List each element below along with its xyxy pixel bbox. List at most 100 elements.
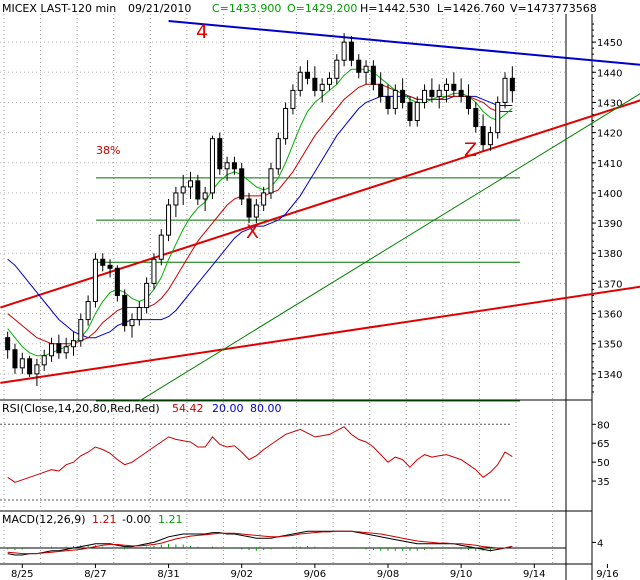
- candle-body: [458, 89, 464, 97]
- candle-body: [473, 107, 479, 128]
- moving-average-green: [7, 68, 513, 357]
- header-volume: V=1473773568: [510, 2, 597, 15]
- candle: [502, 72, 508, 109]
- date-tick-label: 8/25: [11, 569, 33, 580]
- candle: [107, 259, 113, 278]
- price-tick-label: 1380: [597, 249, 622, 260]
- annotation-4: 4: [196, 21, 208, 43]
- candle: [261, 186, 267, 212]
- macd-axis: 4: [592, 538, 603, 549]
- candle: [414, 96, 420, 127]
- candle-body: [334, 59, 340, 79]
- candle-body: [429, 89, 435, 97]
- candle-body: [465, 95, 471, 109]
- macd-hist-value: 1.21: [158, 513, 183, 526]
- price-tick-label: 1450: [597, 38, 622, 49]
- candle-body: [414, 101, 420, 122]
- candle-body: [290, 89, 296, 109]
- fib-38-label: 38%: [96, 144, 120, 157]
- candle: [429, 78, 435, 103]
- candle-body: [400, 89, 406, 103]
- rsi-tick-label: 50: [597, 458, 610, 469]
- candle: [114, 265, 120, 302]
- moving-average-red: [7, 83, 513, 345]
- candle: [217, 132, 223, 175]
- candle-body: [326, 77, 332, 85]
- candle-body: [239, 168, 245, 200]
- candle: [129, 313, 135, 338]
- date-tick-label: 9/16: [596, 569, 618, 580]
- candle-body: [444, 83, 450, 91]
- candle: [487, 126, 493, 151]
- candle: [144, 277, 150, 314]
- candle: [305, 60, 311, 85]
- candle-body: [180, 186, 186, 194]
- candle-body: [188, 180, 194, 188]
- candle-body: [114, 267, 120, 296]
- macd-label: MACD(12,26,9): [2, 513, 86, 526]
- candle-body: [49, 343, 55, 357]
- candle: [473, 102, 479, 133]
- candle: [509, 66, 515, 103]
- candle-body: [12, 349, 18, 369]
- date-tick-label: 9/06: [304, 569, 326, 580]
- candle: [283, 102, 289, 145]
- descending-resistance-line: [168, 20, 640, 66]
- date-tick-label: 9/02: [230, 569, 252, 580]
- candle-body: [319, 83, 325, 91]
- candle-body: [268, 168, 274, 194]
- price-tick-label: 1430: [597, 98, 622, 109]
- candle-body: [283, 107, 289, 140]
- macd-tick-label: 4: [597, 538, 603, 549]
- candle-body: [5, 337, 11, 351]
- candle: [224, 156, 230, 181]
- candle-body: [385, 95, 391, 109]
- rising-support-line: [139, 93, 640, 402]
- annotation-z: Z: [464, 139, 477, 161]
- rsi-low-band: 20.00: [212, 402, 244, 415]
- candle: [49, 337, 55, 362]
- candle: [253, 198, 259, 224]
- candle: [341, 33, 347, 67]
- macd-signal-value: -0.00: [122, 513, 150, 526]
- date-tick-label: 8/31: [157, 569, 179, 580]
- candle-body: [348, 41, 354, 61]
- candle-body: [509, 77, 515, 92]
- candle: [209, 135, 215, 199]
- candle-body: [166, 204, 172, 236]
- candle-body: [107, 264, 113, 269]
- candle: [356, 54, 362, 79]
- date-axis: 8/258/278/319/029/069/089/109/149/169/20…: [11, 564, 619, 580]
- candle: [326, 72, 332, 91]
- candle: [297, 66, 303, 97]
- candle: [363, 60, 369, 85]
- rsi-axis: 35 50 65 80: [592, 420, 610, 488]
- macd-value: 1.21: [92, 513, 117, 526]
- candle-body: [195, 180, 201, 200]
- candle: [436, 84, 442, 109]
- header-low: L=1426.760: [437, 2, 505, 15]
- candle-body: [495, 101, 501, 134]
- price-tick-label: 1390: [597, 219, 622, 230]
- candle-body: [370, 65, 376, 85]
- candle: [19, 352, 25, 374]
- candle-body: [422, 89, 428, 103]
- candle-body: [436, 89, 442, 97]
- rsi-tick-label: 35: [597, 477, 610, 488]
- candle-body: [41, 355, 47, 366]
- candle-body: [246, 198, 252, 218]
- candle-body: [85, 300, 91, 321]
- candle-body: [451, 83, 457, 91]
- candle: [370, 60, 376, 91]
- candle: [5, 331, 11, 359]
- macd-line: [7, 530, 513, 556]
- candle: [12, 343, 18, 374]
- candle: [451, 72, 457, 97]
- candle: [173, 186, 179, 218]
- candle-body: [502, 77, 508, 103]
- rsi-label: RSI(Close,14,20,80,Red,Red): [2, 402, 160, 415]
- price-tick-label: 1410: [597, 159, 622, 170]
- candle-body: [136, 307, 142, 321]
- candle-body: [231, 162, 237, 170]
